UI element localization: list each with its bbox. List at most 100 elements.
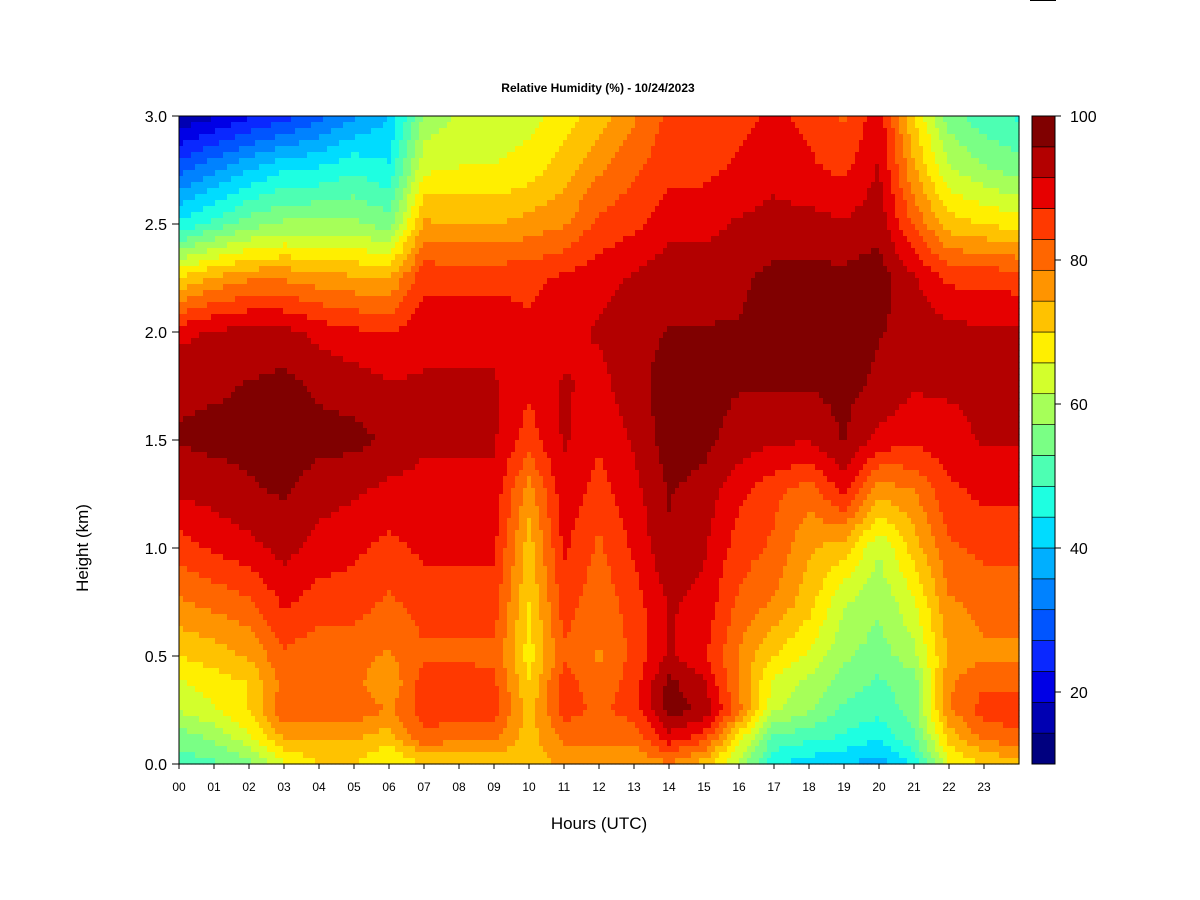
heatmap-cell — [947, 122, 952, 129]
heatmap-cell — [719, 200, 724, 207]
heatmap-cell — [567, 248, 572, 255]
heatmap-cell — [431, 188, 436, 195]
heatmap-cell — [307, 152, 312, 159]
heatmap-cell — [215, 236, 220, 243]
heatmap-cell — [771, 146, 776, 153]
heatmap-cell — [259, 212, 264, 219]
heatmap-cell — [811, 188, 816, 195]
heatmap-cell — [443, 176, 448, 183]
heatmap-cell — [635, 152, 640, 159]
heatmap-cell — [375, 248, 380, 255]
heatmap-cell — [975, 164, 980, 171]
heatmap-cell — [439, 212, 444, 219]
heatmap-cell — [803, 164, 808, 171]
heatmap-cell — [607, 242, 612, 249]
heatmap-cell — [583, 128, 588, 135]
heatmap-cell — [547, 164, 552, 171]
heatmap-cell — [343, 248, 348, 255]
heatmap-cell — [743, 236, 748, 243]
heatmap-cell — [967, 146, 972, 153]
heatmap-cell — [711, 188, 716, 195]
heatmap-cell — [691, 224, 696, 231]
heatmap-cell — [239, 134, 244, 141]
heatmap-cell — [483, 230, 488, 237]
heatmap-cell — [975, 134, 980, 141]
heatmap-cell — [859, 230, 864, 237]
heatmap-cell — [915, 170, 920, 177]
heatmap-cell — [907, 224, 912, 231]
heatmap-cell — [715, 128, 720, 135]
heatmap-cell — [907, 146, 912, 153]
heatmap-cell — [495, 116, 500, 123]
heatmap-cell — [927, 248, 932, 255]
heatmap-cell — [551, 242, 556, 249]
heatmap-cell — [611, 146, 616, 153]
heatmap-cell — [387, 170, 392, 177]
heatmap-cell — [767, 158, 772, 165]
heatmap-cell — [995, 152, 1000, 159]
heatmap-cell — [563, 212, 568, 219]
heatmap-cell — [279, 116, 284, 123]
heatmap-cell — [955, 158, 960, 165]
heatmap-cell — [203, 122, 208, 129]
heatmap-cell — [803, 236, 808, 243]
heatmap-cell — [183, 224, 188, 231]
heatmap-cell — [799, 212, 804, 219]
heatmap-cell — [511, 146, 516, 153]
heatmap-cell — [743, 122, 748, 129]
heatmap-cell — [715, 218, 720, 225]
heatmap-cell — [379, 134, 384, 141]
heatmap-cell — [647, 254, 652, 261]
heatmap-cell — [915, 116, 920, 123]
heatmap-cell — [227, 176, 232, 183]
heatmap-cell — [947, 206, 952, 213]
heatmap-cell — [391, 164, 396, 171]
heatmap-cell — [799, 242, 804, 249]
heatmap-cell — [855, 134, 860, 141]
heatmap-cell — [307, 230, 312, 237]
heatmap-cell — [227, 206, 232, 213]
heatmap-cell — [463, 176, 468, 183]
heatmap-cell — [851, 230, 856, 237]
heatmap-cell — [739, 194, 744, 201]
heatmap-cell — [703, 146, 708, 153]
heatmap-cell — [451, 134, 456, 141]
heatmap-cell — [787, 164, 792, 171]
heatmap-cell — [755, 128, 760, 135]
heatmap-cell — [219, 242, 224, 249]
heatmap-cell — [227, 128, 232, 135]
heatmap-cell — [627, 194, 632, 201]
heatmap-cell — [311, 146, 316, 153]
heatmap-cell — [515, 230, 520, 237]
heatmap-cell — [795, 212, 800, 219]
heatmap-cell — [783, 254, 788, 261]
heatmap-cell — [503, 230, 508, 237]
heatmap-cell — [795, 128, 800, 135]
heatmap-cell — [315, 230, 320, 237]
heatmap-cell — [207, 182, 212, 189]
heatmap-cell — [887, 248, 892, 255]
heatmap-cell — [439, 122, 444, 129]
heatmap-cell — [539, 128, 544, 135]
heatmap-cell — [351, 194, 356, 201]
heatmap-cell — [787, 242, 792, 249]
heatmap-cell — [395, 218, 400, 225]
heatmap-cell — [219, 176, 224, 183]
heatmap-cell — [231, 248, 236, 255]
heatmap-cell — [307, 176, 312, 183]
heatmap-cell — [427, 236, 432, 243]
heatmap-cell — [635, 134, 640, 141]
heatmap-cell — [543, 254, 548, 261]
heatmap-cell — [251, 116, 256, 123]
heatmap-cell — [947, 182, 952, 189]
heatmap-cell — [519, 206, 524, 213]
heatmap-cell — [351, 188, 356, 195]
heatmap-cell — [855, 182, 860, 189]
heatmap-cell — [303, 206, 308, 213]
heatmap-cell — [671, 158, 676, 165]
heatmap-cell — [871, 116, 876, 123]
heatmap-cell — [199, 128, 204, 135]
heatmap-cell — [559, 248, 564, 255]
heatmap-cell — [547, 176, 552, 183]
heatmap-cell — [707, 248, 712, 255]
